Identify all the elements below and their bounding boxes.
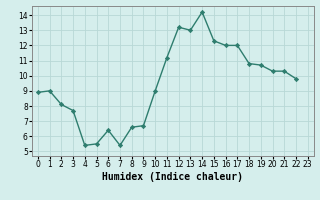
X-axis label: Humidex (Indice chaleur): Humidex (Indice chaleur) — [102, 172, 243, 182]
